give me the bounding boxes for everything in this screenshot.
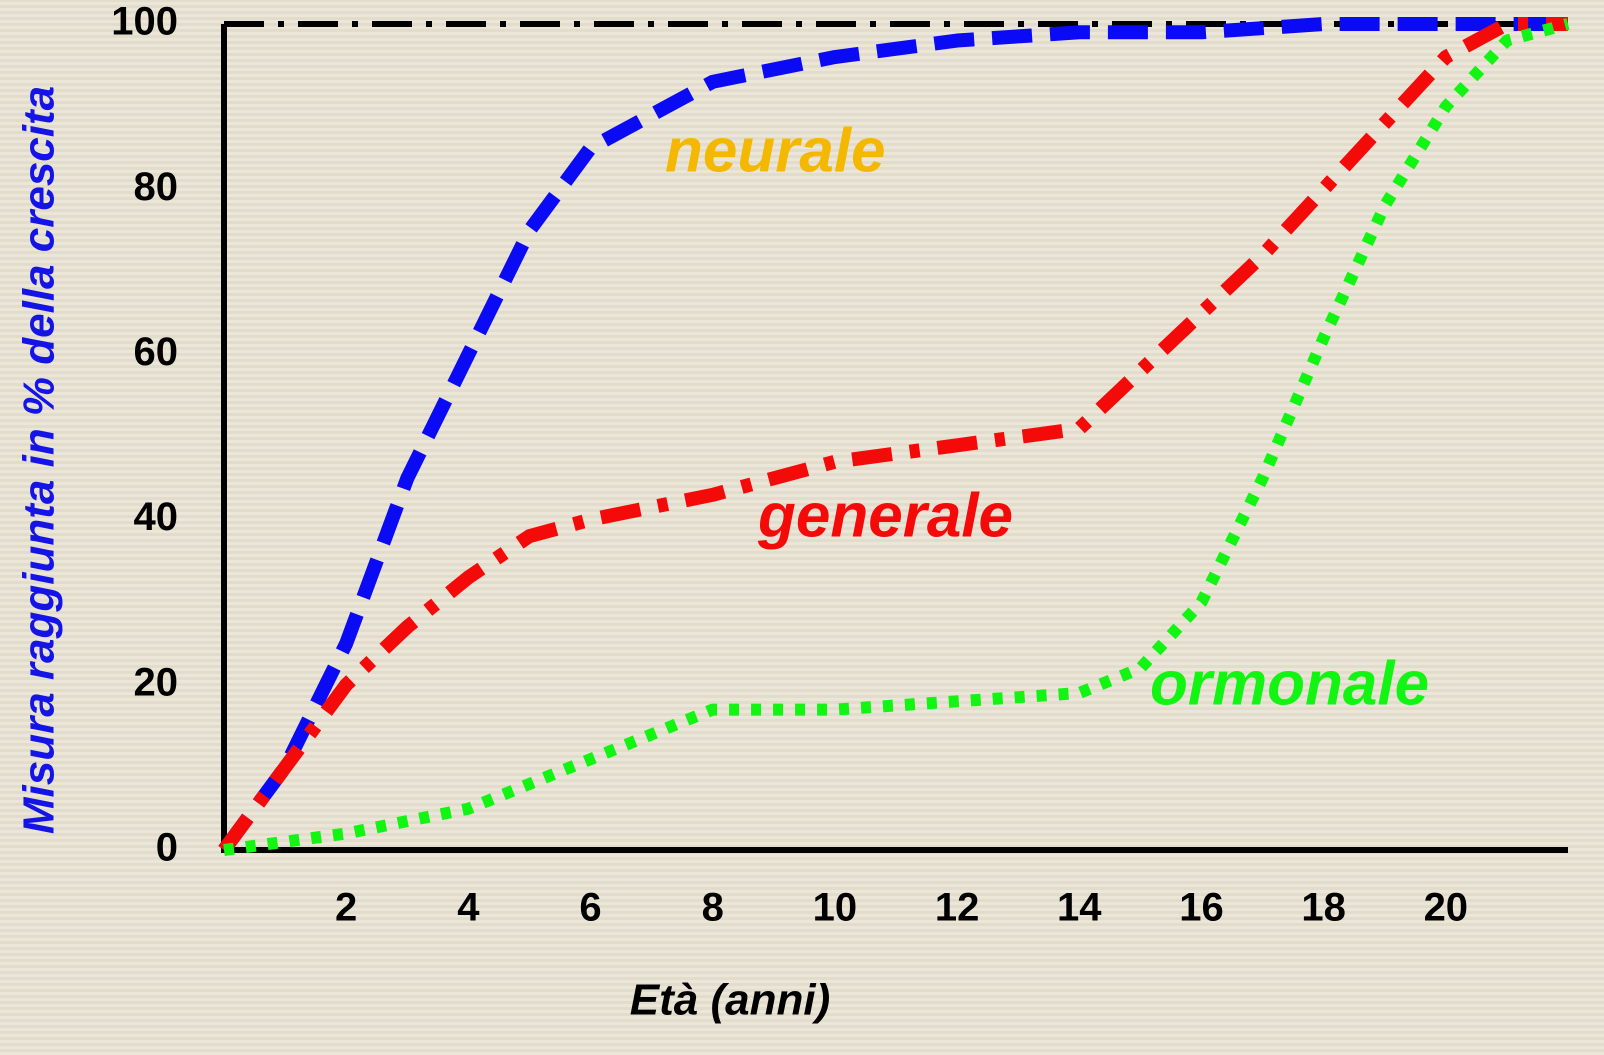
y-tick-label: 80 xyxy=(134,165,179,209)
x-tick-label: 8 xyxy=(702,886,724,930)
x-tick-label: 2 xyxy=(335,886,357,930)
series-line xyxy=(224,24,1568,850)
x-tick-label: 20 xyxy=(1424,886,1469,930)
chart: Misura raggiunta in % della crescita Età… xyxy=(0,0,1604,1055)
x-tick-label: 6 xyxy=(579,886,601,930)
x-tick-label: 14 xyxy=(1057,886,1102,930)
x-axis-label: Età (anni) xyxy=(630,976,830,1025)
x-tick-label: 16 xyxy=(1179,886,1224,930)
series-label: generale xyxy=(757,481,1013,550)
x-tick-label: 10 xyxy=(813,886,858,930)
y-tick-label: 100 xyxy=(111,0,178,44)
x-tick-label: 12 xyxy=(935,886,980,930)
series-label: neurale xyxy=(665,116,886,185)
y-axis-label: Misura raggiunta in % della crescita xyxy=(15,86,64,834)
y-tick-label: 20 xyxy=(134,660,179,704)
y-tick-label: 40 xyxy=(134,495,179,539)
series-label: ormonale xyxy=(1150,649,1429,718)
x-tick-label: 18 xyxy=(1301,886,1346,930)
x-tick-label: 4 xyxy=(457,886,480,930)
y-tick-label: 0 xyxy=(156,826,178,870)
y-tick-label: 60 xyxy=(134,330,179,374)
